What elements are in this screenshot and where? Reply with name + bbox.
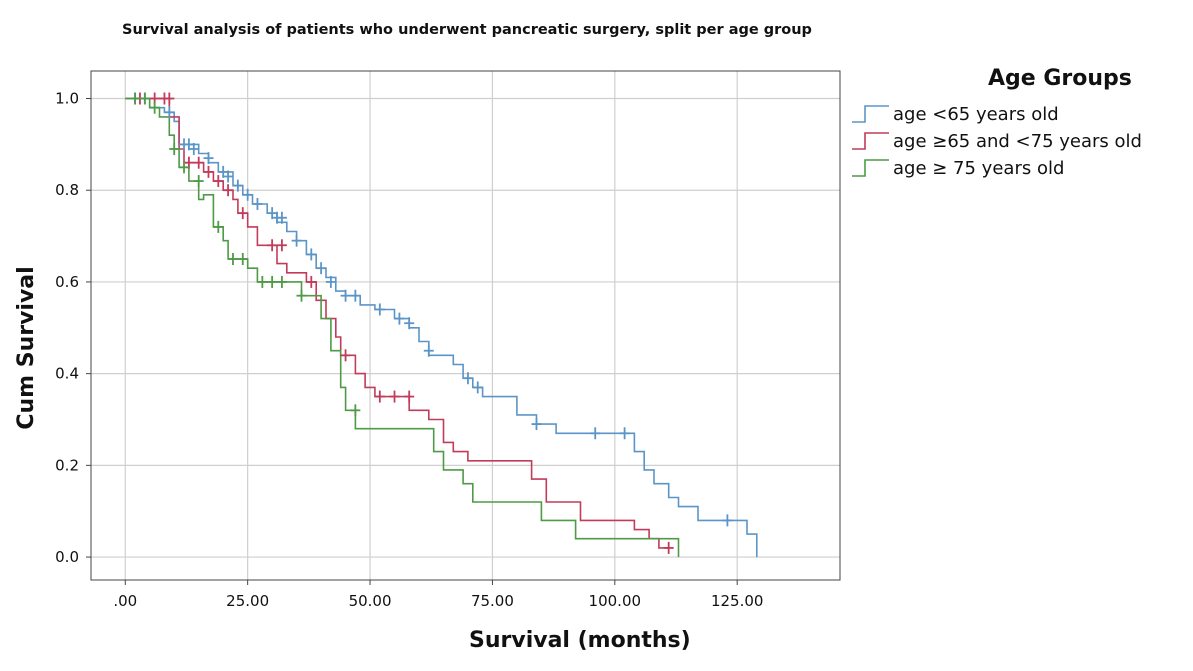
legend-title: Age Groups xyxy=(988,66,1132,91)
series-3-censor-mark xyxy=(130,92,141,105)
grid xyxy=(91,71,840,580)
x-tick-label: 25.00 xyxy=(226,592,269,610)
series-1-censor-mark xyxy=(306,248,317,261)
series-1-censor-mark xyxy=(164,106,175,119)
series-1-legend-label: age <65 years old xyxy=(893,104,1059,125)
series-2-censor-mark xyxy=(213,175,224,188)
series-3-censor-mark xyxy=(257,275,268,288)
series-3-legend-swatch xyxy=(852,159,889,177)
chart-title: Survival analysis of patients who underw… xyxy=(122,22,812,38)
x-tick-label: 100.00 xyxy=(589,592,642,610)
series-3-censor-mark xyxy=(237,253,248,266)
series-2-censor-mark xyxy=(276,239,287,252)
series-2-censor-mark xyxy=(306,275,317,288)
x-axis-label: Survival (months) xyxy=(469,628,691,653)
series-2-censor-mark xyxy=(223,184,234,197)
series-1-censor-mark xyxy=(252,197,263,210)
series-1-censor-mark xyxy=(404,317,415,330)
series-2-censor-mark xyxy=(663,541,674,554)
series-1-censor-mark xyxy=(203,152,214,165)
y-axis-label: Cum Survival xyxy=(14,266,39,429)
series-1-censor-mark xyxy=(242,188,253,201)
series-1-legend-swatch xyxy=(852,105,889,123)
legend: Age Groups age <65 years old age ≥65 and … xyxy=(852,66,1142,179)
series-2-censor-mark xyxy=(389,390,400,403)
plot-frame xyxy=(90,70,841,581)
series-1-censor-mark xyxy=(394,312,405,325)
series-1-censor-mark xyxy=(472,381,483,394)
y-tick-label: 1.0 xyxy=(55,90,79,108)
series-1-censor-mark xyxy=(722,514,733,527)
y-tick-label: 0.2 xyxy=(55,456,79,474)
series-1-censor-mark xyxy=(232,179,243,192)
series-2-censor-mark xyxy=(404,390,415,403)
x-tick-label: 125.00 xyxy=(711,592,764,610)
series-1-censor-mark xyxy=(325,275,336,288)
series-3-censor-mark xyxy=(193,175,204,188)
series-1-censor-mark xyxy=(423,344,434,357)
series-3-censor-mark xyxy=(213,220,224,233)
series-1-censor-mark xyxy=(590,427,601,440)
series-3-censor-mark xyxy=(179,161,190,174)
series-2-censor-mark xyxy=(193,156,204,169)
series-1-censor-mark xyxy=(619,427,630,440)
series-3-censor-mark xyxy=(350,404,361,417)
series-1-censor-mark xyxy=(188,142,199,155)
y-tick-label: 0.8 xyxy=(55,181,79,199)
y-tick-label: 0.4 xyxy=(55,365,79,383)
series-3-legend-label: age ≥ 75 years old xyxy=(893,158,1064,179)
series-lines xyxy=(125,97,758,558)
series-2-censor-mark xyxy=(164,92,175,105)
series-1-censor-mark xyxy=(291,234,302,247)
series-3-censor-mark xyxy=(149,101,160,114)
series-1-censor-mark xyxy=(531,418,542,431)
x-tick-label: 50.00 xyxy=(349,592,392,610)
series-2-censor-mark xyxy=(237,207,248,220)
censor-marks xyxy=(130,92,733,554)
series-1-censor-mark xyxy=(316,262,327,275)
x-tick-label: 75.00 xyxy=(471,592,514,610)
series-1-censor-mark xyxy=(340,289,351,302)
series-3-censor-mark xyxy=(267,275,278,288)
series-3-censor-mark xyxy=(139,92,150,105)
series-3-censor-mark xyxy=(296,289,307,302)
series-3-censor-mark xyxy=(169,142,180,155)
series-2-legend-swatch xyxy=(852,132,889,150)
y-axis: 0.0 0.2 0.4 0.6 0.8 1.0 xyxy=(55,90,91,566)
series-3-censor-mark xyxy=(227,253,238,266)
y-tick-label: 0.6 xyxy=(55,273,79,291)
series-3-censor-mark xyxy=(276,275,287,288)
y-tick-label: 0.0 xyxy=(55,548,79,566)
series-2-censor-mark xyxy=(374,390,385,403)
series-1-line xyxy=(125,97,758,558)
x-axis: .00 25.00 50.00 75.00 100.00 125.00 xyxy=(113,580,763,610)
series-1-censor-mark xyxy=(374,303,385,316)
series-1-censor-mark xyxy=(276,211,287,224)
series-2-censor-mark xyxy=(203,165,214,178)
series-2-line xyxy=(125,97,669,549)
series-2-censor-mark xyxy=(340,349,351,362)
series-2-censor-mark xyxy=(267,239,278,252)
series-1-censor-mark xyxy=(462,372,473,385)
x-tick-label: .00 xyxy=(113,592,137,610)
series-2-legend-label: age ≥65 and <75 years old xyxy=(893,131,1142,152)
series-1-censor-mark xyxy=(223,170,234,183)
series-1-censor-mark xyxy=(350,289,361,302)
